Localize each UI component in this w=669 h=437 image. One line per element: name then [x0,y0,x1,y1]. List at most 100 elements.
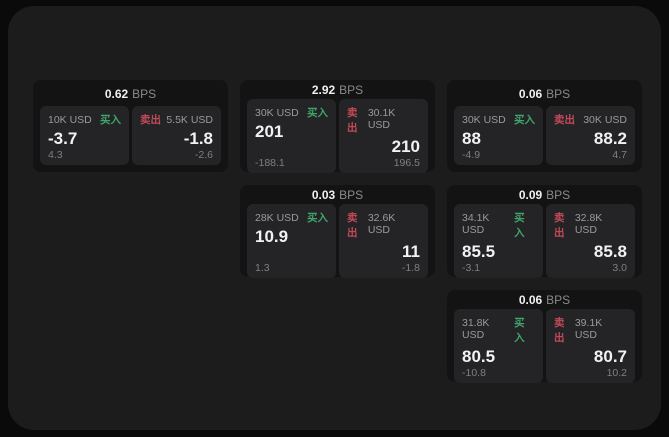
sell-side-label: 卖出 [347,212,358,239]
buy-change: 4.3 [48,149,63,161]
sell-size: 30.1K USD [367,107,396,131]
spread-value: 2.92 [311,83,336,97]
buy-side-label: 买入 [100,114,121,127]
sell-top-row: 卖出 5.5K USD [140,112,213,127]
card-header: 0.06 BPS [447,80,642,104]
quote-card: 0.06 BPS 31.8K USD 买入 80.5 -10.8 卖出 39.1… [447,290,642,383]
quote-panels: 10K USD 买入 -3.7 4.3 卖出 5.5K USD -1.8 -2.… [33,104,228,172]
quote-card: 0.06 BPS 30K USD 买入 88 -4.9 卖出 30K USD [447,80,642,172]
sell-price: 11 [402,242,420,261]
sell-side-label: 卖出 [347,107,358,134]
buy-change: -10.8 [462,366,486,379]
spread-value: 0.06 [518,86,543,101]
buy-side-label: 买入 [514,212,525,239]
sell-side-label: 卖出 [554,317,565,344]
sell-price: 88.2 [593,129,627,149]
sell-side-label: 卖出 [554,212,565,239]
buy-size: 10K USD [48,114,92,127]
sell-size: 30K USD [583,114,627,127]
buy-change: -188.1 [255,156,285,169]
spread-unit: BPS [339,188,364,202]
buy-top-row: 30K USD 买入 [255,105,328,120]
buy-size: 30K USD [462,114,506,127]
sell-size: 39.1K USD [574,317,603,341]
sell-panel[interactable]: 卖出 32.6K USD 11 -1.8 [339,204,428,278]
sell-change: 10.2 [606,366,627,379]
sell-top-row: 卖出 30.1K USD [347,105,420,135]
card-header: 0.03 BPS [240,185,435,202]
sell-panel[interactable]: 卖出 30K USD 88.2 4.7 [546,106,635,165]
buy-panel[interactable]: 34.1K USD 买入 85.5 -3.1 [454,204,543,278]
quote-panels: 28K USD 买入 10.9 1.3 卖出 32.6K USD 11 -1.8 [240,202,435,285]
buy-panel[interactable]: 10K USD 买入 -3.7 4.3 [40,106,129,165]
sell-change: -1.8 [401,261,420,274]
sell-panel[interactable]: 卖出 39.1K USD 80.7 10.2 [546,309,635,383]
buy-top-row: 30K USD 买入 [462,112,535,127]
spread-unit: BPS [546,188,571,202]
buy-change: -3.1 [462,261,481,274]
spread-value: 0.09 [518,188,543,202]
buy-top-row: 31.8K USD 买入 [462,315,535,345]
spread-unit: BPS [339,83,364,97]
sell-side-label: 卖出 [554,114,575,127]
quote-panels: 34.1K USD 买入 85.5 -3.1 卖出 32.8K USD 85.8… [447,202,642,285]
sell-price: -1.8 [183,129,213,149]
sell-change: -2.6 [194,149,213,161]
buy-top-row: 34.1K USD 买入 [462,210,535,240]
sell-panel[interactable]: 卖出 32.8K USD 85.8 3.0 [546,204,635,278]
sell-price: 210 [391,137,420,156]
quote-card-grid: 0.62 BPS 10K USD 买入 -3.7 4.3 卖出 5.5K USD [33,80,642,383]
buy-panel[interactable]: 30K USD 买入 201 -188.1 [247,99,336,173]
buy-size: 28K USD [255,212,299,224]
quote-panels: 30K USD 买入 201 -188.1 卖出 30.1K USD 210 1… [240,97,435,180]
quote-card: 0.03 BPS 28K USD 买入 10.9 1.3 卖出 32.6K US… [240,185,435,278]
sell-top-row: 卖出 39.1K USD [554,315,627,345]
quote-panels: 30K USD 买入 88 -4.9 卖出 30K USD 88.2 4.7 [447,104,642,172]
buy-price: 80.5 [462,347,496,366]
sell-size: 5.5K USD [166,114,213,127]
buy-change: 1.3 [255,261,270,274]
sell-size: 32.8K USD [574,212,603,236]
buy-change: -4.9 [462,149,481,161]
buy-size: 31.8K USD [462,317,490,341]
buy-panel[interactable]: 31.8K USD 买入 80.5 -10.8 [454,309,543,383]
buy-panel[interactable]: 28K USD 买入 10.9 1.3 [247,204,336,278]
sell-panel[interactable]: 卖出 30.1K USD 210 196.5 [339,99,428,173]
buy-top-row: 10K USD 买入 [48,112,121,127]
spread-unit: BPS [132,86,157,101]
quote-panels: 31.8K USD 买入 80.5 -10.8 卖出 39.1K USD 80.… [447,307,642,390]
sell-change: 4.7 [612,149,627,161]
buy-side-label: 买入 [307,107,328,119]
buy-price: 201 [255,122,284,141]
sell-size: 32.6K USD [367,212,396,236]
sell-top-row: 卖出 32.8K USD [554,210,627,240]
sell-side-label: 卖出 [140,114,161,127]
buy-side-label: 买入 [514,317,525,344]
buy-side-label: 买入 [307,212,328,224]
sell-price: 85.8 [593,242,627,261]
sell-price: 80.7 [593,347,627,366]
sell-change: 3.0 [612,261,627,274]
spread-value: 0.62 [104,86,129,101]
spread-unit: BPS [546,293,571,307]
app-window: 0.62 BPS 10K USD 买入 -3.7 4.3 卖出 5.5K USD [8,6,661,430]
buy-size: 34.1K USD [462,212,490,236]
quote-card: 0.09 BPS 34.1K USD 买入 85.5 -3.1 卖出 32.8K… [447,185,642,278]
sell-top-row: 卖出 32.6K USD [347,210,420,240]
card-header: 0.06 BPS [447,290,642,307]
buy-price: 85.5 [462,242,496,261]
sell-panel[interactable]: 卖出 5.5K USD -1.8 -2.6 [132,106,221,165]
sell-change: 196.5 [393,156,420,169]
card-header: 2.92 BPS [240,80,435,97]
sell-top-row: 卖出 30K USD [554,112,627,127]
spread-value: 0.06 [518,293,543,307]
buy-price: 88 [462,129,481,149]
buy-price: 10.9 [255,227,289,246]
buy-panel[interactable]: 30K USD 买入 88 -4.9 [454,106,543,165]
spread-unit: BPS [546,86,571,101]
card-header: 0.62 BPS [33,80,228,104]
quote-card: 2.92 BPS 30K USD 买入 201 -188.1 卖出 30.1K … [240,80,435,173]
buy-top-row: 28K USD 买入 [255,210,328,225]
buy-size: 30K USD [255,107,299,119]
buy-side-label: 买入 [514,114,535,127]
